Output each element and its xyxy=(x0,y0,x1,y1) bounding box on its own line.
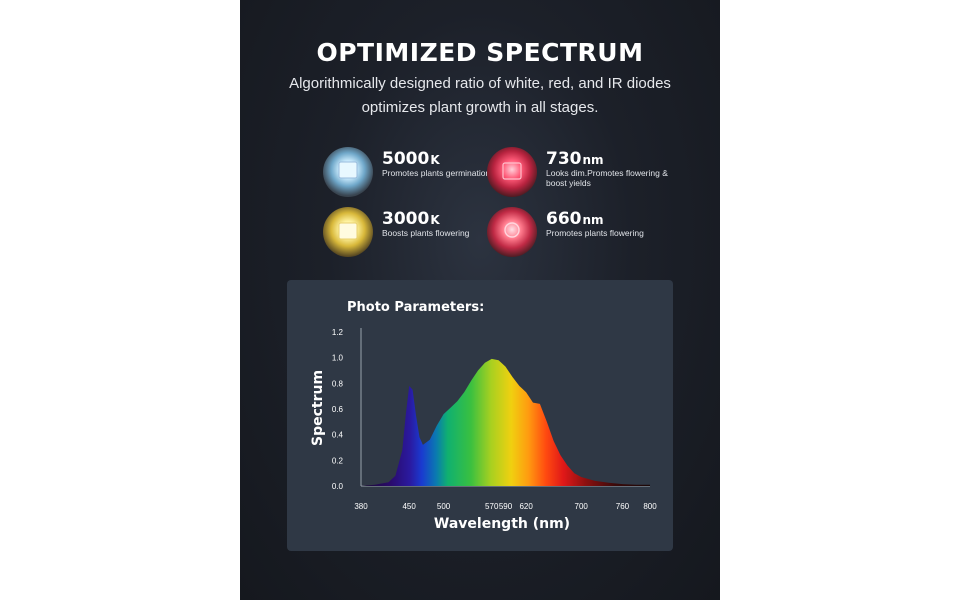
feature-description: Promotes plants flowering xyxy=(546,228,644,238)
x-tick-label: 800 xyxy=(643,502,657,511)
x-tick-label: 590 xyxy=(499,502,513,511)
y-tick-label: 1.2 xyxy=(332,328,344,337)
x-tick-label: 760 xyxy=(616,502,630,511)
spectrum-area xyxy=(361,358,650,486)
x-axis-label: Wavelength (nm) xyxy=(433,516,571,532)
x-tick-label: 570 xyxy=(485,502,499,511)
y-tick-label: 0.4 xyxy=(332,431,344,440)
red-led-chip-icon xyxy=(487,207,537,257)
feature-value: 3000K xyxy=(382,209,440,229)
warm-white-led-chip-icon xyxy=(323,207,373,257)
y-tick-label: 0.0 xyxy=(332,482,344,491)
spectrum-panel: OPTIMIZED SPECTRUM Algorithmically desig… xyxy=(240,0,720,600)
feature-value: 5000K xyxy=(382,149,440,169)
x-tick-label: 700 xyxy=(575,502,589,511)
page-subtitle: Algorithmically designed ratio of white,… xyxy=(289,75,671,116)
white-led-chip-icon xyxy=(323,147,373,197)
x-tick-label: 620 xyxy=(519,502,533,511)
y-tick-label: 0.6 xyxy=(332,405,344,414)
y-tick-label: 0.2 xyxy=(332,456,344,465)
spectrum-chart: 0.0 0.2 0.4 0.6 0.8 1.0 1.2 380 450 500 570 590 620 7… xyxy=(332,328,657,511)
feature-3000k: 3000K Boosts plants flowering xyxy=(323,207,523,257)
x-tick-label: 500 xyxy=(437,502,451,511)
feature-description: Promotes plants germination xyxy=(382,168,491,178)
feature-660nm: 660nm Promotes plants flowering xyxy=(487,207,687,257)
feature-description: Looks dim.Promotes flowering & boost yie… xyxy=(546,168,668,188)
x-tick-label: 450 xyxy=(402,502,416,511)
page-title: OPTIMIZED SPECTRUM xyxy=(316,38,644,67)
ir-led-chip-icon xyxy=(487,147,537,197)
chart-title: Photo Parameters: xyxy=(347,300,485,315)
y-tick-label: 0.8 xyxy=(332,379,344,388)
feature-value: 730nm xyxy=(546,149,604,169)
feature-value: 660nm xyxy=(546,209,604,229)
y-tick-label: 1.0 xyxy=(332,354,344,363)
feature-description: Boosts plants flowering xyxy=(382,228,470,238)
chart-card: Photo Parameters: Spectrum Wavelength (n… xyxy=(287,280,673,551)
x-tick-label: 380 xyxy=(354,502,368,511)
feature-5000k: 5000K Promotes plants germination xyxy=(323,147,523,197)
feature-730nm: 730nm Looks dim.Promotes flowering & boo… xyxy=(487,147,687,197)
